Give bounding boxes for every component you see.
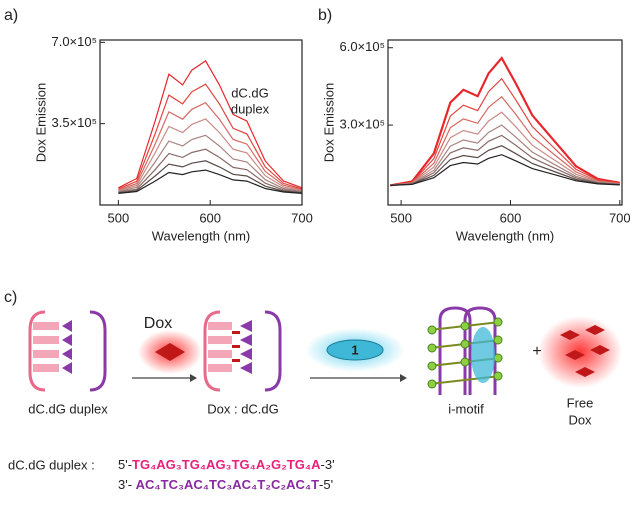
annotation: duplex [231, 101, 270, 116]
panel-label: c) [4, 289, 17, 306]
x-tick-label: 600 [199, 210, 221, 225]
spectrum-line [118, 134, 303, 193]
x-tick-label: 700 [291, 210, 313, 225]
sequence: 3'- AC₄TC₃AC₄TC₃AC₄T₂C₂AC₄T-5' [118, 477, 333, 492]
sequence-label: dC.dG duplex : [8, 457, 95, 472]
sequence-part: 3'- [118, 477, 136, 492]
spectrum-line [390, 154, 620, 186]
y-axis-title: Dox Emission [321, 83, 336, 162]
x-tick-label: 600 [500, 210, 522, 225]
spectrum-line [390, 56, 620, 187]
y-axis-title: Dox Emission [33, 83, 48, 162]
x-tick-label: 700 [609, 210, 631, 225]
x-tick-label: 500 [108, 210, 130, 225]
x-axis-title: Wavelength (nm) [456, 228, 555, 243]
spectrum-line [118, 83, 303, 190]
x-axis-title: Wavelength (nm) [152, 228, 251, 243]
scheme-label: Free [567, 395, 594, 410]
y-tick-label: 6.0×10⁵ [339, 39, 385, 54]
scheme-graphics [28, 306, 622, 395]
panel-label: b) [318, 7, 332, 24]
plot-frame [99, 39, 303, 206]
panel-label: a) [4, 7, 18, 24]
scheme-label: Dox [568, 412, 592, 427]
sequence-part: AC₄TC₃AC₄TC₃AC₄T₂C₂AC₄T [136, 477, 319, 492]
spectrum-line [118, 148, 303, 193]
spectrum-line [390, 124, 620, 186]
sequence: 5'-TG₄AG₃TG₄AG₃TG₄A₂G₂TG₄A-3' [118, 457, 335, 472]
sequence-part: 5'- [118, 457, 132, 472]
x-tick-label: 500 [390, 210, 412, 225]
plot-frame [387, 39, 623, 206]
spectrum-line [118, 60, 303, 189]
spectrum-line [390, 145, 620, 186]
spectrum-line [118, 101, 303, 191]
scheme-label: Dox : dC.dG [207, 401, 279, 416]
y-tick-label: 7.0×10⁵ [51, 34, 97, 49]
spectrum-line [118, 118, 303, 192]
scheme-label: 1 [351, 342, 358, 357]
scheme-label: i-motif [448, 401, 484, 416]
spectrum-line [390, 95, 620, 186]
y-tick-label: 3.5×10⁵ [51, 115, 97, 130]
sequence-part: TG₄AG₃TG₄AG₃TG₄A₂G₂TG₄A [132, 457, 321, 472]
sequence-part: -3' [321, 457, 335, 472]
spectrum-line [390, 111, 620, 186]
y-tick-label: 3.0×10⁵ [339, 117, 385, 132]
spectrum-line [390, 134, 620, 186]
annotation: dC.dG [231, 85, 269, 100]
spectrum-line [118, 169, 303, 194]
spectrum-line [390, 77, 620, 186]
scheme-label: + [532, 343, 541, 360]
scheme-label: dC.dG duplex [28, 401, 108, 416]
scheme-label: Dox [144, 315, 172, 332]
sequence-part: -5' [319, 477, 333, 492]
spectrum-line [118, 160, 303, 194]
